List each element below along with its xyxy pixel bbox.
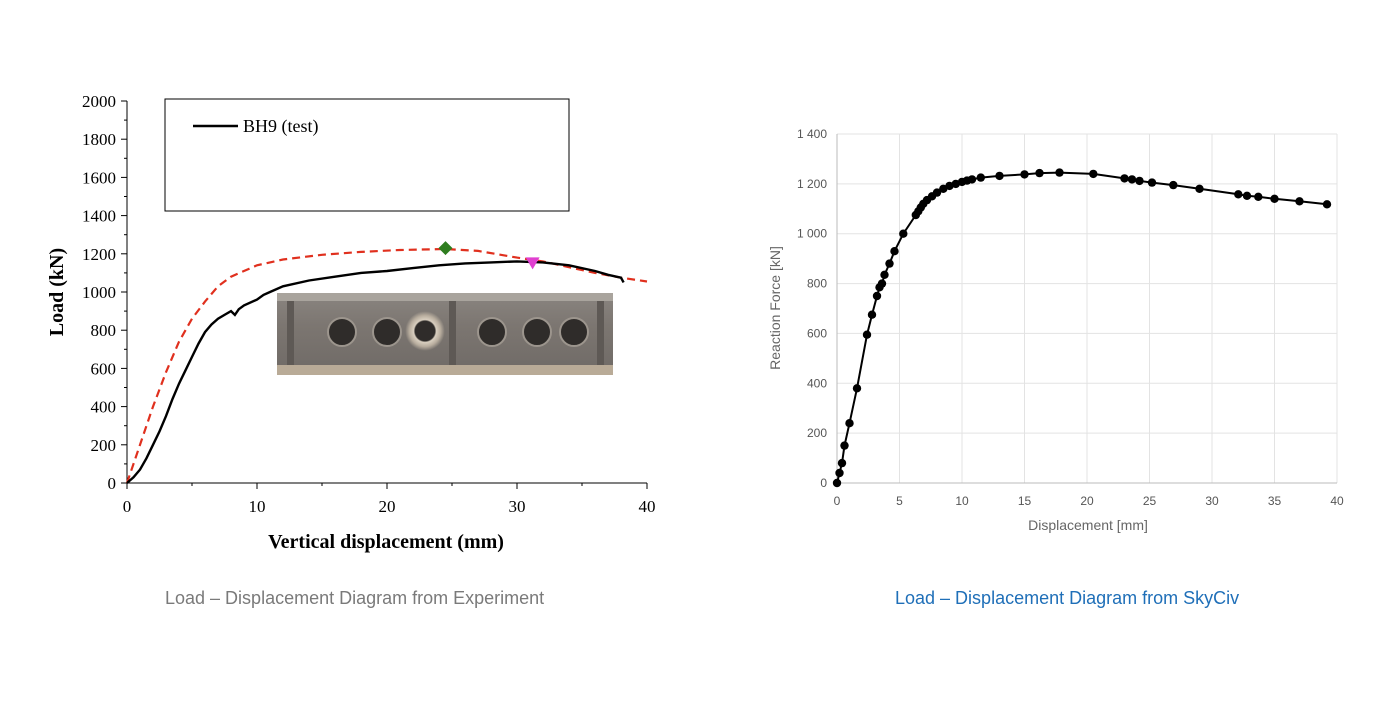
failure-triangle-marker xyxy=(525,257,540,270)
y-tick-label: 1600 xyxy=(82,168,116,187)
x-tick-label: 0 xyxy=(123,497,132,516)
photo-web-hole xyxy=(477,317,507,347)
x-tick-label: 20 xyxy=(379,497,396,516)
data-point xyxy=(1242,191,1252,200)
x-tick-label: 30 xyxy=(1205,494,1219,508)
data-point xyxy=(1020,170,1029,179)
data-point xyxy=(945,181,954,191)
x-tick-label: 15 xyxy=(1018,494,1032,508)
data-point xyxy=(1127,175,1137,184)
y-tick-label: 400 xyxy=(807,376,827,390)
y-tick-label: 2000 xyxy=(82,92,116,111)
data-point xyxy=(832,478,842,488)
skyciv-caption: Load – Displacement Diagram from SkyCiv xyxy=(895,588,1240,608)
data-point xyxy=(1055,168,1064,177)
photo-web-hole xyxy=(372,317,402,347)
photo-bottom-flange xyxy=(277,365,613,375)
data-point xyxy=(852,384,862,393)
data-point xyxy=(1089,169,1098,179)
data-point xyxy=(1254,192,1263,201)
experiment-chart: 0 200 400 600 800 1000 1200 1400 1600 1800 2000 0 10… xyxy=(46,92,656,553)
photo-web-hole xyxy=(327,317,357,347)
data-point xyxy=(845,419,854,428)
data-point xyxy=(1270,194,1279,203)
photo-stiffener xyxy=(449,301,456,365)
bh9-test-line xyxy=(126,260,625,484)
data-point xyxy=(877,279,887,288)
y-tick-label: 600 xyxy=(807,326,827,340)
data-point xyxy=(890,247,899,256)
x-tick-label: 40 xyxy=(1330,494,1344,508)
reaction-force-line xyxy=(836,171,1328,484)
y-tick-label: 1 200 xyxy=(797,177,827,191)
data-point xyxy=(840,441,849,450)
data-point xyxy=(885,259,894,268)
data-point xyxy=(967,175,977,184)
data-point xyxy=(995,171,1004,181)
y-tick-label: 200 xyxy=(807,426,827,440)
photo-stiffener xyxy=(597,301,604,365)
skyciv-chart-panel: 0 5 10 15 20 25 30 35 40 0 200 400 600 800 1 000 1 200 1… xyxy=(700,0,1400,708)
y-tick-label: 1 400 xyxy=(797,127,827,141)
data-point xyxy=(835,468,844,478)
data-point xyxy=(1322,200,1332,209)
data-point xyxy=(837,458,847,468)
x-tick-label: 30 xyxy=(509,497,526,516)
data-point xyxy=(976,173,985,182)
data-point xyxy=(880,270,889,279)
data-point xyxy=(1295,197,1304,206)
data-point xyxy=(1120,174,1129,183)
y-tick-label: 800 xyxy=(91,321,117,340)
photo-web-hole-damaged xyxy=(405,311,445,351)
x-axis-title: Displacement [mm] xyxy=(1028,517,1148,533)
y-tick-label: 400 xyxy=(91,398,117,417)
x-tick-label: 40 xyxy=(639,497,656,516)
peak-diamond-marker xyxy=(438,241,453,256)
x-axis-title: Vertical displacement (mm) xyxy=(268,531,504,553)
x-tick-label: 0 xyxy=(834,494,841,508)
data-point xyxy=(899,229,908,238)
y-tick-label: 0 xyxy=(108,474,117,493)
y-tick-label: 0 xyxy=(820,476,827,490)
data-point xyxy=(1234,190,1243,199)
y-tick-label: 1800 xyxy=(82,130,116,149)
x-tick-label: 25 xyxy=(1143,494,1157,508)
y-tick-label: 1 000 xyxy=(797,227,827,241)
y-tick-label: 800 xyxy=(807,277,827,291)
photo-web-hole xyxy=(522,317,552,347)
experiment-chart-panel: 0 200 400 600 800 1000 1200 1400 1600 1800 2000 0 10… xyxy=(46,92,656,608)
data-point xyxy=(872,291,882,301)
specimen-photo xyxy=(277,293,613,375)
y-tick-label: 600 xyxy=(91,359,117,378)
data-point xyxy=(1169,180,1178,190)
x-tick-label: 10 xyxy=(249,497,266,516)
data-point xyxy=(1035,168,1044,178)
x-tick-label: 10 xyxy=(955,494,969,508)
data-point xyxy=(862,330,872,339)
photo-top-flange xyxy=(277,293,613,301)
data-point xyxy=(932,188,942,197)
photo-web-hole xyxy=(559,317,589,347)
data-point xyxy=(1147,178,1157,187)
y-axis-title: Load (kN) xyxy=(46,248,68,336)
x-tick-label: 35 xyxy=(1268,494,1282,508)
y-tick-label: 1200 xyxy=(82,245,116,264)
photo-stiffener xyxy=(287,301,294,365)
experiment-caption: Load – Displacement Diagram from Experim… xyxy=(165,588,545,608)
x-tick-label: 20 xyxy=(1080,494,1094,508)
y-tick-label: 1400 xyxy=(82,207,116,226)
legend-label-bh9: BH9 (test) xyxy=(243,116,319,137)
x-tick-label: 5 xyxy=(896,494,903,508)
legend-box xyxy=(164,98,570,212)
data-point xyxy=(1135,176,1144,186)
data-point xyxy=(867,310,877,319)
y-axis-title: Reaction Force [kN] xyxy=(767,246,783,370)
data-point xyxy=(1195,184,1204,193)
y-tick-label: 200 xyxy=(91,436,117,455)
y-tick-label: 1000 xyxy=(82,283,116,302)
